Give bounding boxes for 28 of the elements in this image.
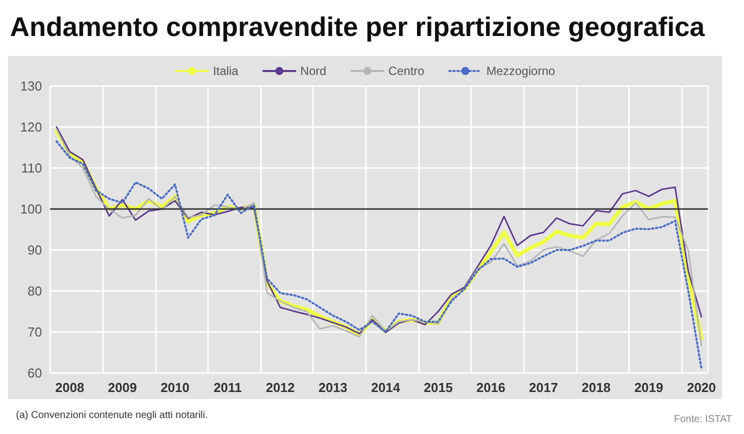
- y-tick-label: 70: [28, 324, 42, 340]
- x-tick-label: 2015: [424, 380, 453, 395]
- x-tick-label: 2016: [476, 380, 506, 395]
- x-tick-label: 2019: [634, 380, 664, 395]
- x-tick-label: 2018: [582, 380, 611, 395]
- legend-label: Centro: [388, 64, 425, 78]
- x-tick-label: 2013: [318, 380, 348, 395]
- y-tick-label: 100: [20, 202, 42, 216]
- x-tick-label: 2008: [55, 380, 84, 395]
- x-tick-label: 2009: [108, 380, 137, 395]
- x-tick-label: 2012: [266, 380, 295, 395]
- y-tick-label: 120: [20, 120, 42, 134]
- legend-label: Italia: [212, 64, 239, 78]
- y-tick-label: 110: [21, 160, 42, 176]
- y-tick-label: 60: [28, 366, 42, 380]
- y-tick-label: 80: [28, 284, 42, 298]
- x-tick-label: 2020: [686, 380, 716, 395]
- chart-title: Andamento compravendite per ripartizione geografica: [10, 12, 705, 43]
- y-tick-label: 130: [20, 78, 42, 94]
- x-tick-label: 2010: [160, 380, 190, 395]
- x-tick-label: 2017: [529, 380, 558, 395]
- legend-label: Mezzogiorno: [486, 64, 556, 78]
- y-tick-label: 90: [28, 242, 42, 258]
- x-tick-label: 2011: [214, 380, 242, 395]
- source-note: Fonte: ISTAT: [674, 414, 732, 425]
- text: (a) Convenzioni contenute negli atti notarili.: [16, 410, 208, 421]
- x-tick-label: 2014: [371, 380, 401, 395]
- legend-label: Nord: [300, 64, 326, 78]
